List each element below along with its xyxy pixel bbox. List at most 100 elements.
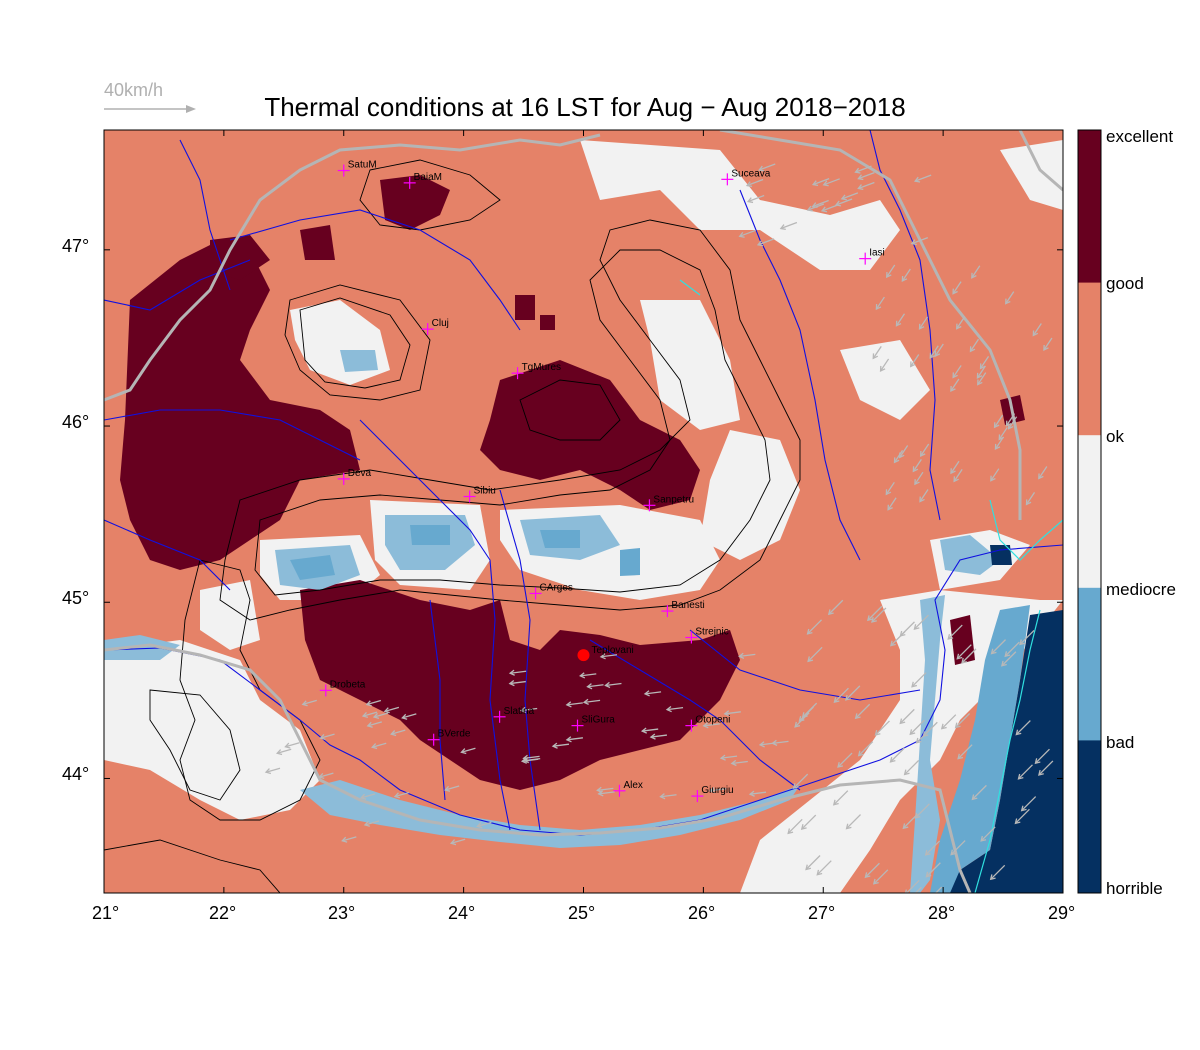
city-marker: Iasi xyxy=(859,248,885,265)
wind-arrow xyxy=(857,172,875,181)
wind-arrow xyxy=(977,372,987,386)
wind-arrow xyxy=(914,803,930,819)
wind-arrow xyxy=(886,264,896,279)
city-label: Iasi xyxy=(869,248,885,259)
wind-arrow xyxy=(365,699,382,707)
colorbar-segment xyxy=(1078,435,1101,589)
wind-arrow xyxy=(401,713,417,720)
wind-arrow xyxy=(915,728,932,744)
wind-arrow xyxy=(276,748,292,756)
wind-arrow xyxy=(971,784,987,801)
wind-arrow xyxy=(934,343,944,358)
wind-arrow xyxy=(738,229,756,238)
wind-arrow xyxy=(1017,764,1033,780)
wind-arrow xyxy=(393,791,410,799)
city-marker: Cluj xyxy=(421,318,449,336)
wind-arrow xyxy=(961,648,977,664)
wind-arrow xyxy=(551,742,570,749)
wind-arrow xyxy=(745,178,764,188)
wind-arrow xyxy=(565,701,583,708)
city-marker: Giurgiu xyxy=(691,785,734,803)
colorbar-label-bad: bad xyxy=(1106,733,1135,752)
wind-arrow xyxy=(893,450,904,464)
wind-arrow xyxy=(643,690,662,697)
city-marker: BVerde xyxy=(427,729,471,746)
city-label: Cluj xyxy=(432,318,449,329)
wind-arrow xyxy=(980,826,996,842)
launch-site-dot xyxy=(577,649,590,662)
wind-arrow xyxy=(1032,323,1042,337)
wind-arrow xyxy=(723,710,741,717)
wind-arrow xyxy=(872,869,889,885)
wind-arrow xyxy=(816,860,832,876)
city-marker: Drobeta xyxy=(319,679,366,697)
wind-arrow xyxy=(508,679,526,687)
wind-arrow xyxy=(910,236,929,246)
wind-arrow xyxy=(990,639,1007,655)
wind-arrow xyxy=(794,712,810,728)
wind-arrow xyxy=(582,698,601,705)
wind-arrow xyxy=(903,760,920,776)
wind-arrow xyxy=(919,443,930,458)
launch-site-marker: Teplovani xyxy=(577,645,634,662)
wind-arrow xyxy=(366,721,382,728)
wind-arrow xyxy=(806,203,825,212)
wind-arrow xyxy=(957,744,973,760)
wind-arrow xyxy=(956,644,972,660)
wind-arrow xyxy=(449,838,466,846)
wind-arrow xyxy=(361,711,378,718)
wind-arrow xyxy=(844,685,861,701)
bad-regions xyxy=(290,525,1030,893)
city-label: Sanpetru xyxy=(653,494,694,505)
x-tick-label: 26° xyxy=(688,903,716,923)
wind-arrow xyxy=(649,733,668,740)
wind-arrow xyxy=(371,742,387,750)
colorbar-segment xyxy=(1078,587,1101,741)
wind-arrow xyxy=(872,345,882,360)
colorbar-segment xyxy=(1078,740,1101,894)
wind-arrow xyxy=(971,265,981,279)
wind-arrow xyxy=(640,727,659,734)
wind-arrow xyxy=(1007,416,1018,430)
wind-arrow xyxy=(820,204,839,213)
city-marker: SliGura xyxy=(571,715,615,732)
wind-arrow xyxy=(779,221,798,231)
wind-arrow xyxy=(989,864,1006,881)
wind-arrow xyxy=(596,786,614,793)
wind-arrow xyxy=(909,719,925,736)
wind-arrow xyxy=(913,174,932,183)
wind-arrow xyxy=(806,619,823,635)
city-label: Banesti xyxy=(671,600,704,611)
city-label: Otopeni xyxy=(695,715,730,726)
wind-arrow xyxy=(901,268,911,283)
x-tick-label: 27° xyxy=(808,903,836,923)
wind-scale-label: 40km/h xyxy=(104,80,164,100)
city-marker: TgMures xyxy=(511,362,561,380)
wind-arrow xyxy=(1038,466,1048,480)
wind-arrow xyxy=(800,814,817,830)
city-label: BaiaM xyxy=(414,172,442,183)
wind-arrow xyxy=(899,621,915,637)
city-marker: Sanpetru xyxy=(643,494,694,512)
wind-arrow xyxy=(998,427,1008,441)
colorbar-segment xyxy=(1078,130,1101,284)
city-label: SatuM xyxy=(348,160,377,171)
wind-arrow xyxy=(840,192,859,201)
wind-arrow xyxy=(702,722,720,729)
wind-arrow xyxy=(952,365,962,379)
wind-arrow xyxy=(956,316,966,330)
wind-arrow xyxy=(934,886,943,893)
city-label: Alex xyxy=(623,780,642,791)
wind-arrow xyxy=(857,741,874,757)
wind-arrow xyxy=(1005,413,1016,427)
wind-arrow xyxy=(918,316,929,330)
wind-arrow xyxy=(738,652,756,659)
wind-arrow xyxy=(579,672,597,679)
wind-arrow xyxy=(1019,629,1035,646)
wind-arrow xyxy=(604,681,622,689)
y-tick-label: 45° xyxy=(62,588,90,608)
colorbar-label-horrible: horrible xyxy=(1106,879,1163,898)
wind-arrow xyxy=(787,818,803,835)
wind-arrow xyxy=(874,720,890,736)
